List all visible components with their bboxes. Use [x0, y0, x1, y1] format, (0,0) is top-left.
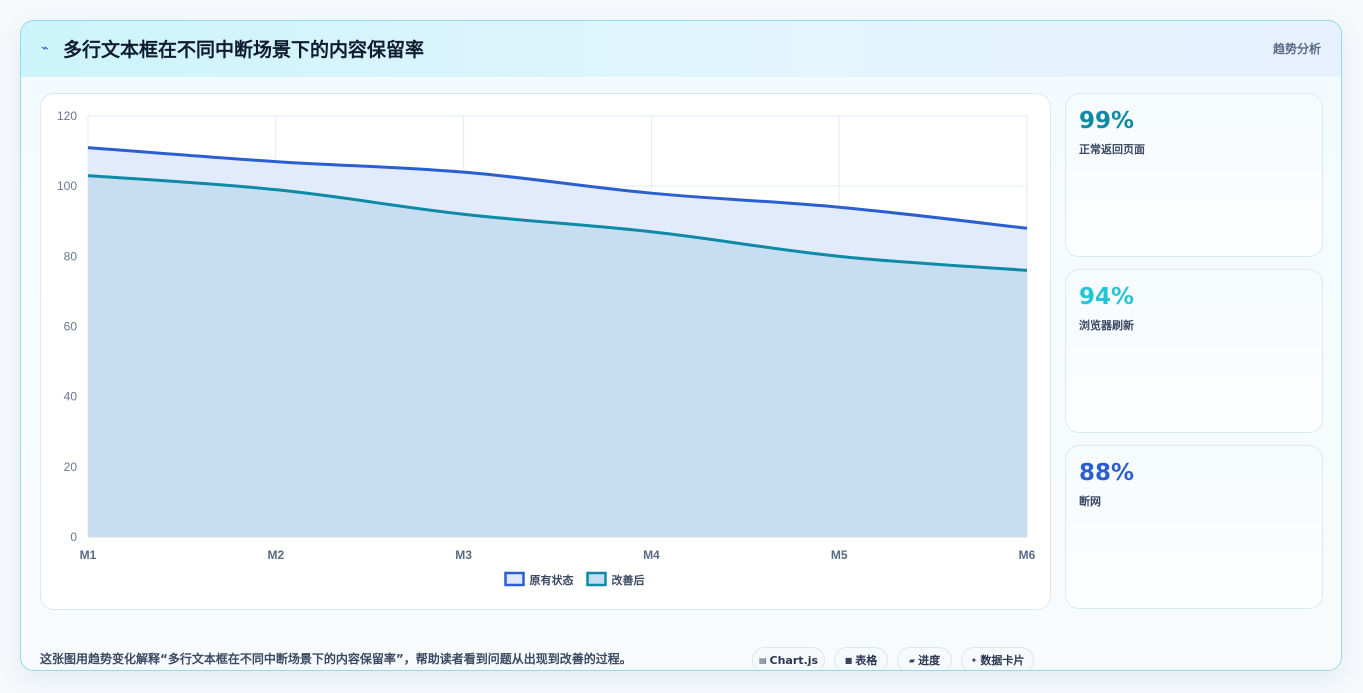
chip-table[interactable]: ■ 表格	[834, 647, 888, 670]
legend-swatch	[504, 571, 525, 587]
progress-icon: ▰	[908, 655, 916, 665]
stat-label: 浏览器刷新	[1079, 319, 1134, 332]
y-tick-label: 80	[64, 249, 78, 263]
data-point	[650, 192, 653, 195]
y-tick-label: 0	[70, 530, 77, 544]
chart-panel: 0 20 40 60 80 100 120 M1 M2 M3 M4 M5 M6 原有状态 改善后	[40, 93, 1051, 610]
legend-label: 原有状态	[530, 573, 574, 587]
x-tick-label: M6	[1019, 548, 1036, 562]
y-tick-label: 40	[64, 390, 78, 404]
stat-card-offline: 88% 断网	[1065, 445, 1323, 609]
card-header: ⌁ 多行文本框在不同中断场景下的内容保留率 趋势分析	[21, 21, 1341, 77]
area-chart: 0 20 40 60 80 100 120 M1 M2 M3 M4 M5 M6 原有状态 改善后	[57, 109, 1036, 587]
stat-value: 88%	[1079, 460, 1135, 486]
series-area-1	[88, 175, 1027, 537]
stat-value: 99%	[1079, 108, 1135, 134]
data-point	[274, 160, 277, 163]
trend-line-icon: ⌁	[41, 41, 49, 56]
chip-label: 表格	[855, 654, 878, 667]
y-tick-label: 100	[57, 179, 77, 193]
chart-card: ⌁ 多行文本框在不同中断场景下的内容保留率 趋势分析 0 20 40 60 80 100 1…	[20, 20, 1342, 671]
data-point	[1026, 227, 1029, 230]
data-point	[650, 230, 653, 233]
chart-title: 多行文本框在不同中断场景下的内容保留率	[63, 39, 425, 61]
chip-progress[interactable]: ▰ 进度	[897, 647, 952, 670]
chart-description: 这张图用趋势变化解释“多行文本框在不同中断场景下的内容保留率”，帮助读者看到问题…	[40, 652, 632, 666]
x-tick-label: M2	[267, 548, 284, 562]
x-tick-label: M4	[643, 548, 660, 562]
chart-icon: ▤	[758, 655, 767, 665]
legend-swatch	[586, 571, 607, 587]
legend-label: 改善后	[612, 573, 645, 587]
x-tick-label: M1	[80, 548, 97, 562]
chip-data-cards[interactable]: ✦ 数据卡片	[961, 647, 1034, 670]
data-point	[274, 188, 277, 191]
x-tick-label: M3	[455, 548, 472, 562]
chip-chartjs[interactable]: ▤ Chart.js	[752, 647, 825, 670]
chip-label: Chart.js	[769, 653, 819, 667]
data-point	[838, 255, 841, 258]
data-point	[462, 171, 465, 174]
data-point	[1026, 269, 1029, 272]
card-body: 0 20 40 60 80 100 120 M1 M2 M3 M4 M5 M6 原有状态 改善后 99% 正…	[21, 77, 1341, 670]
y-tick-label: 120	[57, 109, 77, 123]
stat-card-browser-refresh: 94% 浏览器刷新	[1065, 269, 1323, 433]
x-tick-label: M5	[831, 548, 848, 562]
data-point	[87, 174, 90, 177]
stat-label: 断网	[1079, 495, 1101, 508]
stat-value: 94%	[1079, 284, 1135, 310]
table-icon: ■	[844, 655, 853, 665]
stat-label: 正常返回页面	[1079, 143, 1145, 156]
data-point	[838, 206, 841, 209]
data-point	[462, 213, 465, 216]
header-tag: 趋势分析	[1272, 42, 1321, 56]
y-tick-label: 20	[64, 460, 78, 474]
sparkle-icon: ✦	[970, 655, 978, 665]
series-line-0	[87, 146, 1028, 230]
chip-label: 数据卡片	[980, 654, 1025, 667]
stat-card-normal-return: 99% 正常返回页面	[1065, 93, 1323, 257]
chip-label: 进度	[918, 654, 941, 667]
y-tick-label: 60	[64, 320, 78, 334]
series-line-1	[87, 174, 1028, 272]
data-point	[87, 146, 90, 149]
